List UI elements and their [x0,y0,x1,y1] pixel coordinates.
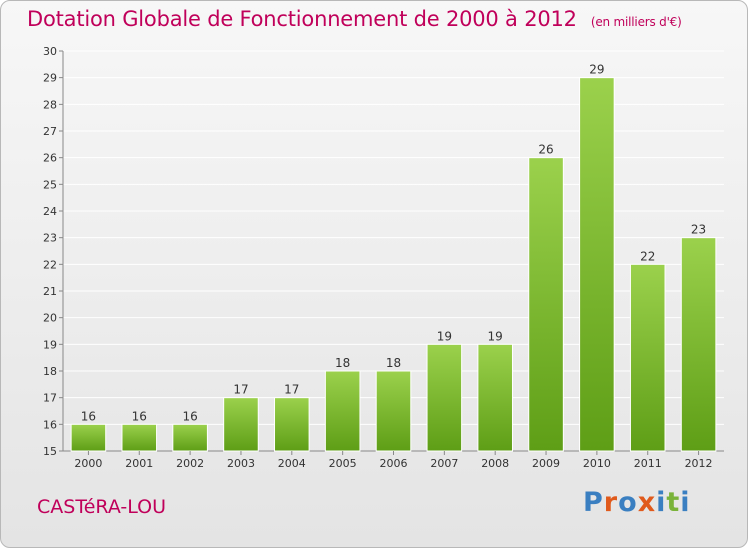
x-tick-label-2009: 2009 [532,457,560,470]
data-label-2008: 19 [488,329,503,343]
data-label-2002: 16 [182,409,197,423]
x-tick-label-2001: 2001 [125,457,153,470]
data-label-2010: 29 [589,63,604,77]
bar-2000 [70,423,107,452]
logo-letter: o [618,487,638,518]
x-tick-label-2007: 2007 [430,457,458,470]
commune-name: CASTéRA-LOU [37,496,167,518]
y-tick-label: 26 [43,152,57,165]
bar-2008 [477,343,513,452]
y-tick-label: 29 [43,72,57,85]
x-tick-label-2004: 2004 [278,457,306,470]
chart-subtitle: (en milliers d'€) [590,15,682,29]
data-label-2011: 22 [640,249,655,263]
bar-2002 [172,423,208,452]
logo-letter: i [656,487,667,518]
logo-letter: r [603,487,619,518]
bar-2009 [528,157,564,452]
data-label-2009: 26 [538,143,553,157]
x-tick-label-2002: 2002 [176,457,204,470]
y-tick-label: 30 [43,45,57,58]
y-tick-label: 21 [43,285,57,298]
data-label-2006: 18 [386,356,401,370]
chart-title-text: Dotation Globale de Fonctionnement de 20… [27,7,577,31]
logo-letter: x [637,487,657,518]
x-tick-label-2003: 2003 [227,457,255,470]
data-label-2000: 16 [81,409,96,423]
x-tick-label-2006: 2006 [380,457,408,470]
y-tick-label: 25 [43,178,57,191]
y-tick-label: 16 [43,418,57,431]
logo-letter: P [583,487,604,518]
y-tick-label: 22 [43,258,57,271]
bar-2007 [426,343,463,452]
x-tick-label-2005: 2005 [329,457,357,470]
x-tick-label-2012: 2012 [685,457,713,470]
x-tick-label-2010: 2010 [583,457,611,470]
y-tick-label: 17 [43,392,57,405]
data-label-2003: 17 [233,383,248,397]
data-label-2007: 19 [437,329,452,343]
y-tick-label: 19 [43,338,57,351]
bar-2011 [629,263,666,452]
proxiti-logo[interactable]: Proxiti [583,487,691,518]
bar-2012 [680,237,717,452]
bar-2001 [121,423,158,452]
y-tick-label: 28 [43,98,57,111]
chart-title: Dotation Globale de Fonctionnement de 20… [27,7,682,31]
data-label-2001: 16 [132,409,147,423]
bar-2003 [223,397,259,452]
data-label-2004: 17 [284,383,299,397]
y-tick-label: 18 [43,365,57,378]
y-tick-label: 23 [43,232,57,245]
bar-2005 [324,370,361,452]
y-tick-label: 15 [43,445,57,458]
bar-2006 [375,370,412,452]
y-tick-label: 24 [43,205,57,218]
data-label-2005: 18 [335,356,350,370]
x-tick-label-2000: 2000 [74,457,102,470]
bar-2004 [274,397,310,452]
bar-2010 [579,77,615,452]
logo-letter: t [666,487,681,518]
x-tick-label-2011: 2011 [634,457,662,470]
x-tick-label-2008: 2008 [481,457,509,470]
logo-letter: i [680,487,691,518]
y-tick-label: 20 [43,312,57,325]
y-tick-label: 27 [43,125,57,138]
data-label-2012: 23 [691,223,706,237]
